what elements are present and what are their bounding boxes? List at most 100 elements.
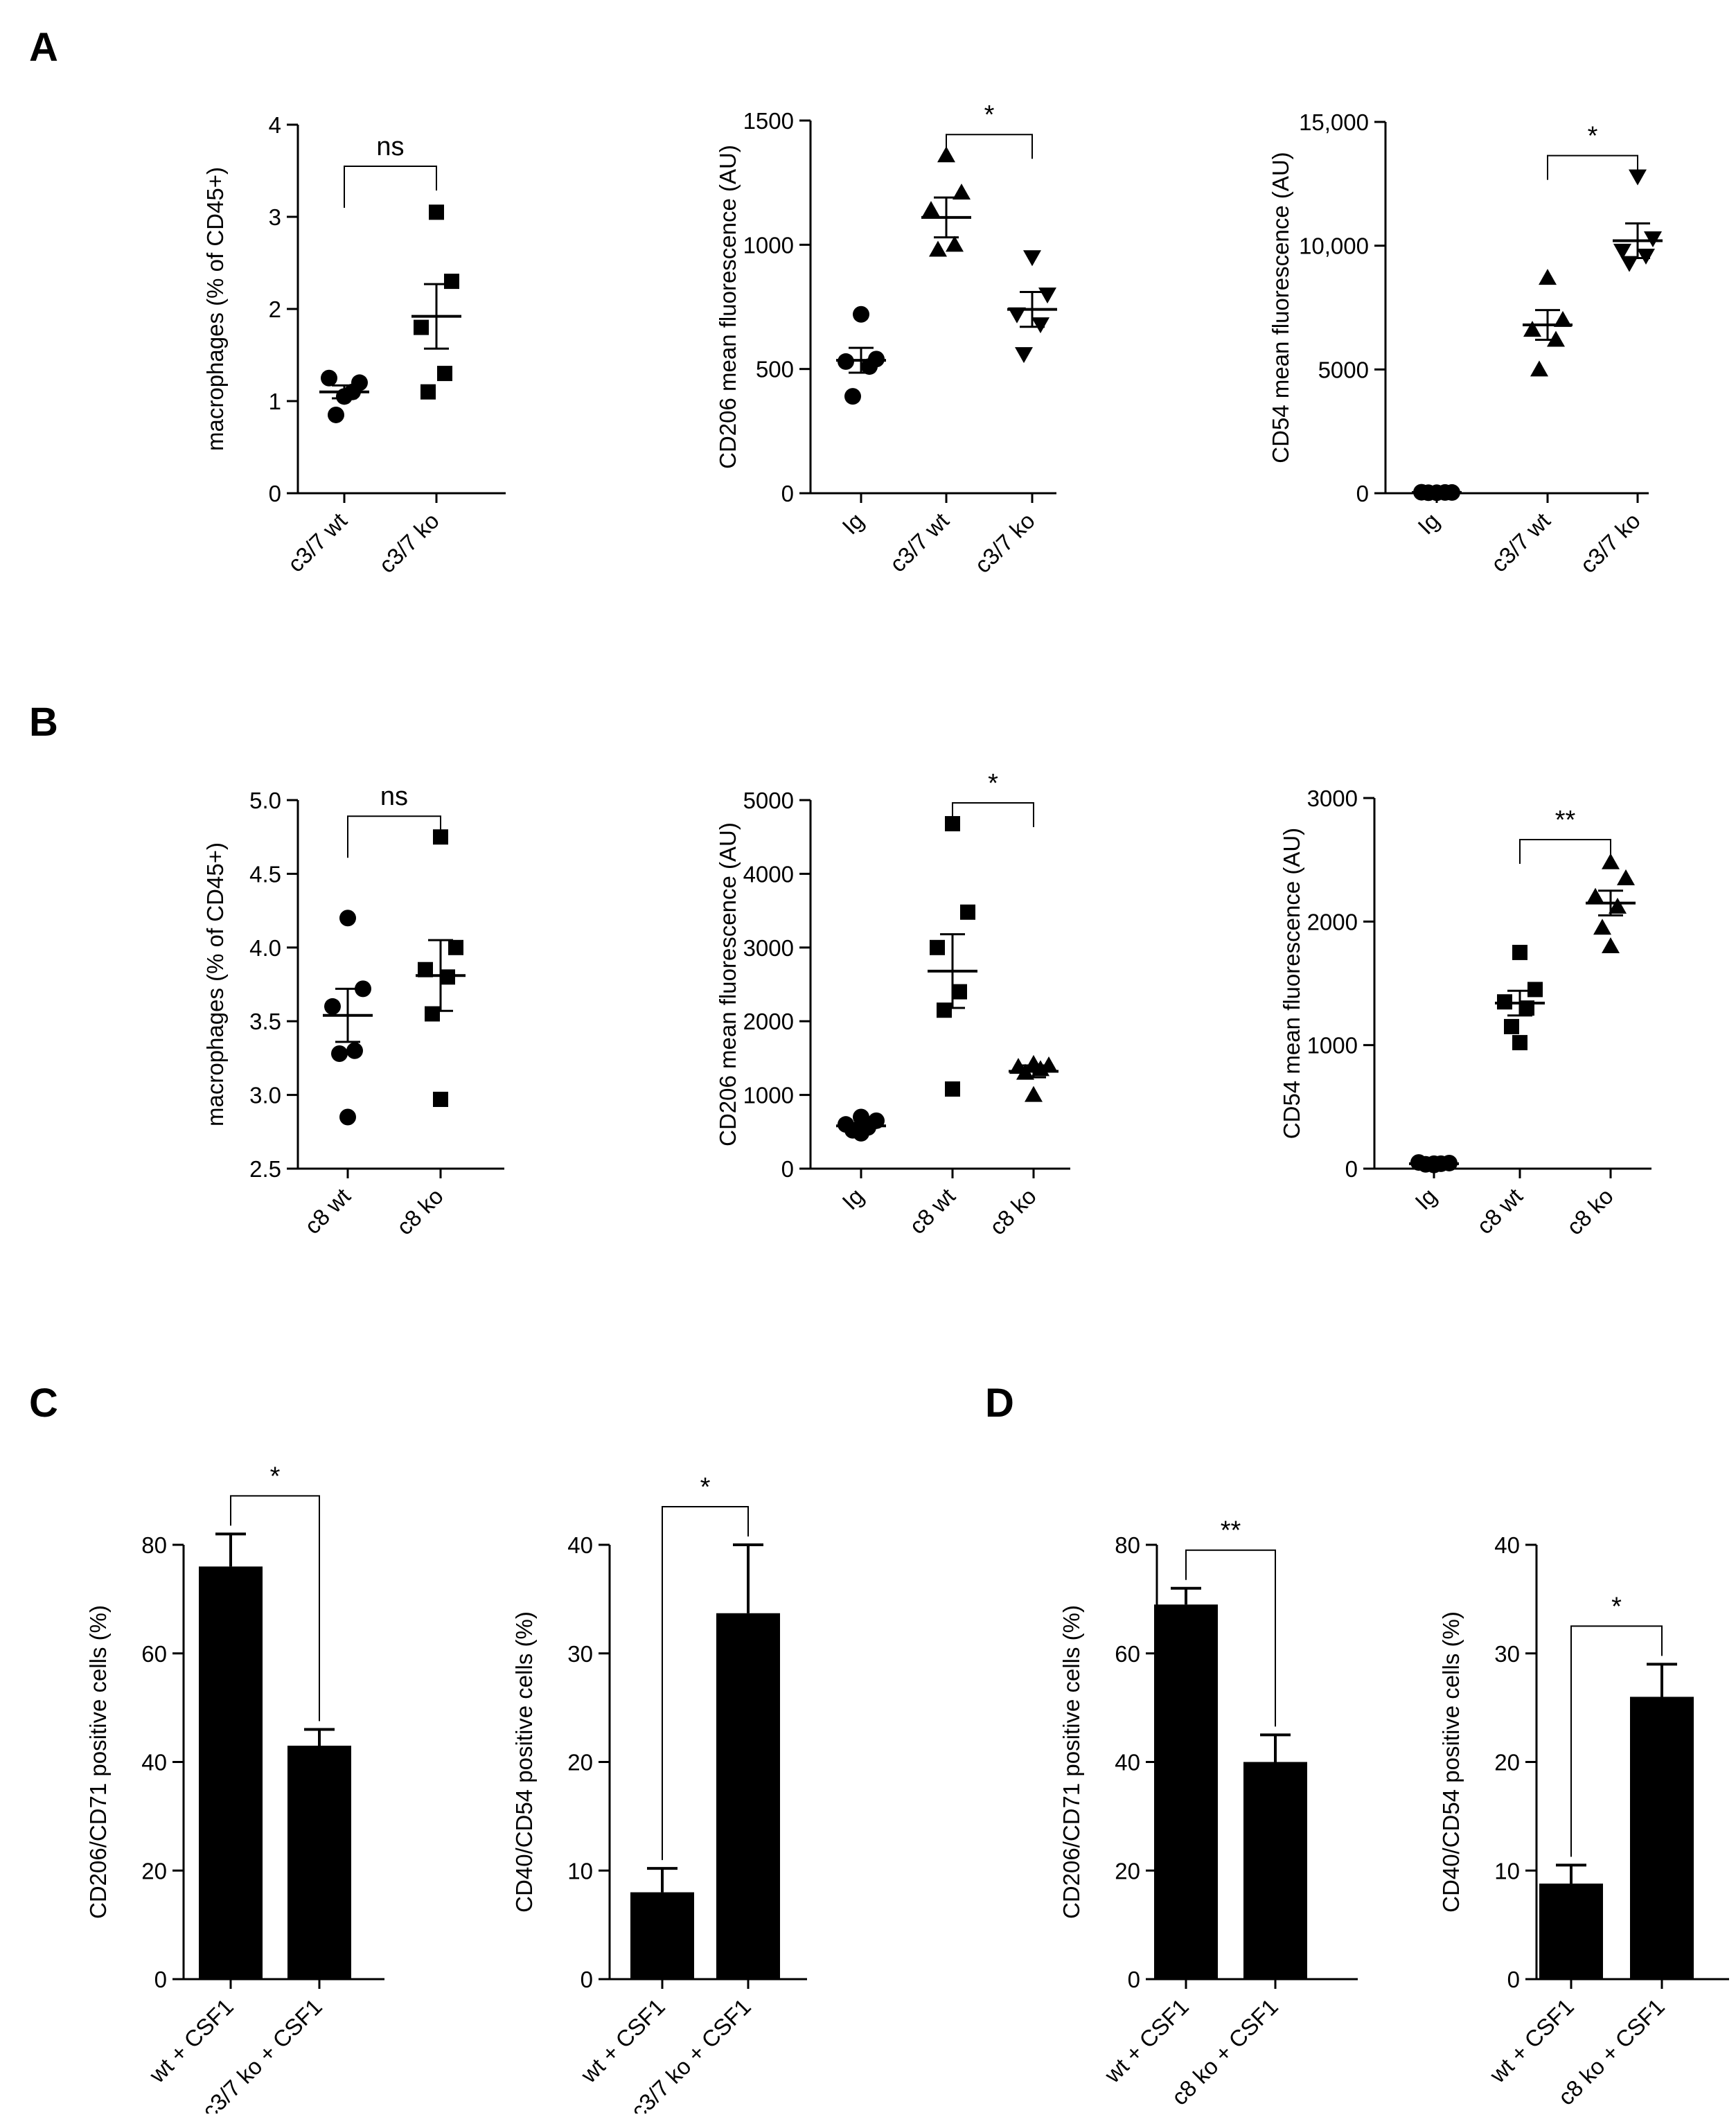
panel-label-d: D: [985, 1381, 1014, 1426]
y-tick-label: 3.0: [249, 1083, 281, 1108]
data-point: [1593, 919, 1611, 935]
data-point: [953, 184, 971, 200]
data-point: [420, 384, 436, 400]
y-tick-label: 1000: [743, 1083, 794, 1108]
y-tick-label: 3000: [743, 935, 794, 961]
significance-label: *: [700, 1473, 711, 1502]
y-axis-title: macrophages (% of CD45+): [202, 842, 228, 1126]
y-tick-label: 80: [141, 1532, 167, 1558]
y-axis-title: CD54 mean fluorescence (AU): [1279, 828, 1304, 1139]
significance-bracket: [952, 802, 1034, 828]
y-tick-label: 0: [581, 1967, 593, 1992]
y-tick-label: 3.5: [249, 1009, 281, 1034]
data-point: [930, 939, 945, 955]
significance-label: *: [988, 769, 998, 798]
y-tick-label: 0: [1507, 1967, 1520, 1992]
y-tick-label: 5000: [743, 788, 794, 813]
data-point: [346, 1042, 363, 1059]
y-tick-label: 20: [1115, 1858, 1140, 1884]
y-tick-label: 4.0: [249, 935, 281, 961]
data-point: [960, 904, 975, 920]
data-point: [429, 204, 444, 220]
bar: [1243, 1762, 1307, 1979]
significance-bracket: [344, 166, 437, 208]
significance-label: *: [1588, 122, 1598, 151]
y-tick-label: 1000: [743, 232, 794, 258]
data-point: [1554, 310, 1572, 327]
data-point: [355, 980, 371, 998]
data-point: [1637, 248, 1655, 265]
y-tick-label: 20: [1494, 1750, 1520, 1775]
y-tick-label: 5000: [1318, 357, 1369, 382]
y-tick-label: 20: [141, 1858, 167, 1884]
y-tick-label: 1500: [743, 108, 794, 134]
significance-label: **: [1221, 1516, 1241, 1545]
significance-bracket: [1570, 1625, 1663, 1857]
data-point: [425, 1006, 440, 1022]
y-tick-label: 2.5: [249, 1156, 281, 1182]
y-tick-label: 3: [269, 204, 281, 230]
y-tick-label: 20: [567, 1750, 593, 1775]
data-point: [945, 1081, 960, 1097]
y-tick-label: 5.0: [249, 788, 281, 813]
y-tick-label: 0: [269, 481, 281, 506]
panel-label-b: B: [29, 700, 58, 745]
y-axis-title: CD54 mean fluorescence (AU): [1268, 152, 1293, 463]
significance-label: ns: [376, 132, 404, 161]
y-tick-label: 40: [141, 1750, 167, 1775]
data-point: [1617, 869, 1635, 885]
y-tick-label: 4000: [743, 861, 794, 887]
significance-bracket: [1519, 839, 1611, 864]
data-point: [1609, 897, 1627, 914]
data-point: [1504, 1018, 1519, 1034]
data-point: [433, 1091, 448, 1107]
y-axis-title: CD40/CD54 positive cells (%): [511, 1611, 537, 1913]
data-point: [1539, 269, 1557, 285]
data-point: [339, 910, 356, 927]
data-point: [952, 984, 967, 1000]
y-tick-label: 0: [781, 481, 794, 506]
y-tick-label: 500: [756, 357, 794, 382]
y-tick-label: 10: [1494, 1858, 1520, 1884]
data-point: [1523, 321, 1541, 337]
data-point: [324, 998, 341, 1015]
y-axis-title: CD206/CD71 positive cells (%): [1059, 1605, 1084, 1919]
data-point: [437, 366, 452, 382]
data-point: [853, 305, 869, 323]
y-axis-title: CD206 mean fluorescence (AU): [715, 822, 741, 1146]
bar: [1630, 1697, 1694, 1979]
data-point: [1512, 944, 1527, 960]
data-point: [1613, 243, 1631, 260]
data-point: [1644, 231, 1662, 247]
data-point: [922, 201, 940, 218]
bar: [1539, 1884, 1603, 1979]
significance-bracket: [230, 1495, 320, 1721]
data-point: [1023, 250, 1041, 267]
data-point: [1008, 307, 1026, 324]
data-point: [1025, 1086, 1043, 1102]
y-tick-label: 10: [567, 1858, 593, 1884]
significance-bracket: [1547, 154, 1638, 180]
y-tick-label: 0: [1128, 1967, 1140, 1992]
y-tick-label: 40: [567, 1532, 593, 1558]
significance-label: **: [1555, 806, 1576, 835]
y-tick-label: 10,000: [1299, 233, 1369, 259]
data-point: [448, 939, 463, 955]
y-tick-label: 40: [1494, 1532, 1520, 1558]
data-point: [331, 1045, 348, 1063]
significance-bracket: [662, 1506, 749, 1861]
data-point: [861, 358, 878, 375]
significance-label: *: [1611, 1592, 1622, 1621]
data-point: [418, 962, 433, 977]
y-tick-label: 0: [154, 1967, 167, 1992]
data-point: [937, 1002, 952, 1018]
bar: [199, 1566, 263, 1979]
data-point: [1031, 317, 1049, 334]
y-axis-title: CD206/CD71 positive cells (%): [85, 1605, 111, 1919]
y-tick-label: 40: [1115, 1750, 1140, 1775]
significance-label: ns: [380, 782, 408, 811]
y-axis-title: CD206 mean fluorescence (AU): [715, 145, 741, 469]
y-tick-label: 3000: [1307, 786, 1358, 811]
